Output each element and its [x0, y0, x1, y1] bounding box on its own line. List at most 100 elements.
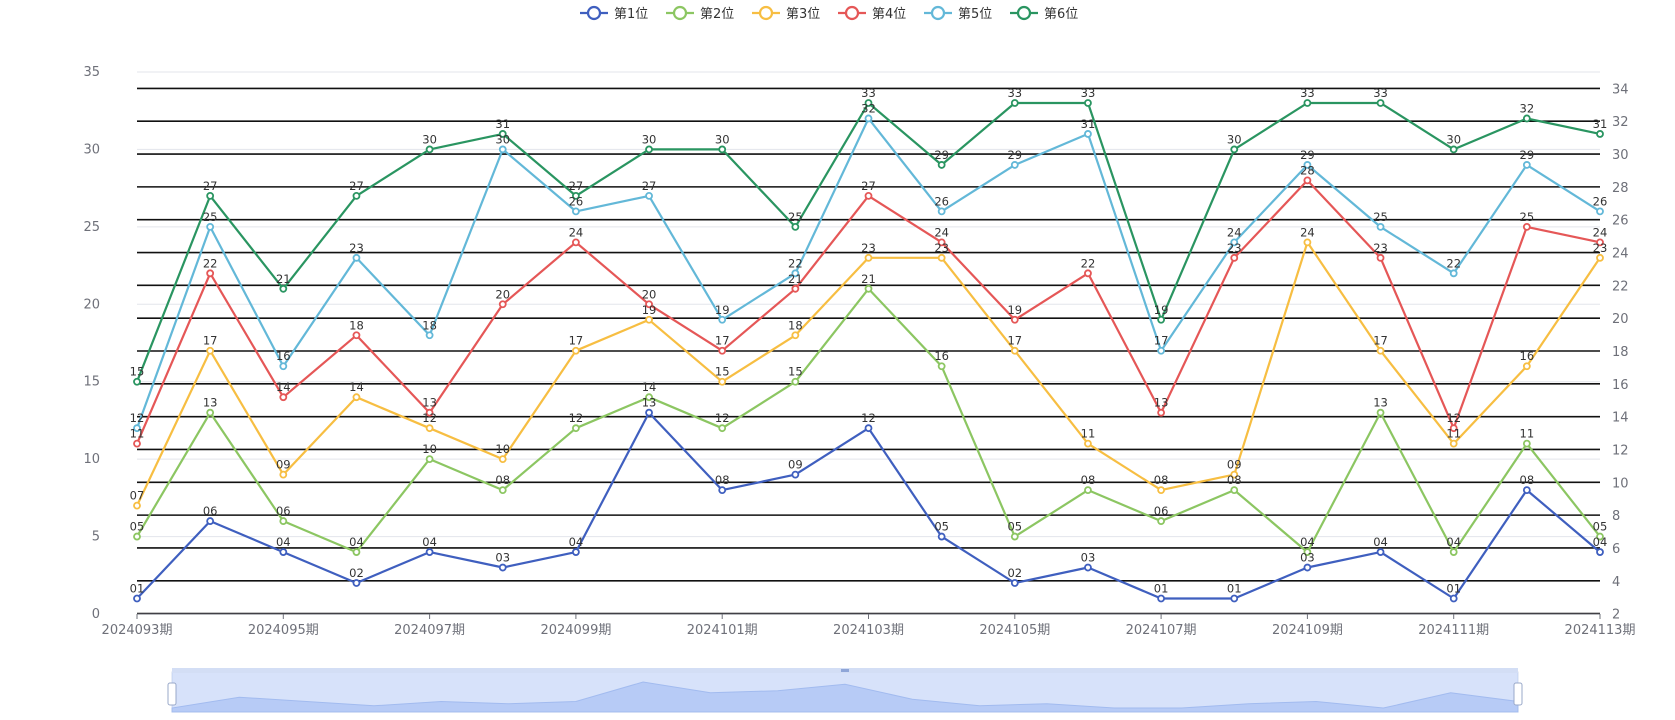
data-point[interactable] — [1376, 99, 1385, 107]
data-point[interactable] — [864, 284, 873, 293]
data-point[interactable] — [1303, 563, 1312, 572]
data-point[interactable] — [1522, 439, 1531, 448]
data-point[interactable] — [206, 269, 215, 278]
data-point[interactable] — [1449, 145, 1458, 154]
data-point[interactable] — [1522, 486, 1531, 495]
data-point[interactable] — [133, 424, 141, 433]
data-zoom-slider[interactable] — [167, 668, 1523, 713]
data-point[interactable] — [1303, 238, 1312, 247]
data-point[interactable] — [645, 408, 653, 417]
data-point[interactable] — [791, 377, 800, 386]
data-point[interactable] — [1084, 439, 1092, 448]
data-point[interactable] — [1230, 145, 1239, 154]
data-point[interactable] — [1522, 222, 1531, 231]
data-point[interactable] — [206, 191, 215, 200]
data-point[interactable] — [1084, 269, 1092, 278]
data-point[interactable] — [498, 130, 507, 138]
zoom-move-handle[interactable] — [841, 669, 849, 672]
data-point[interactable] — [352, 579, 361, 587]
data-point[interactable] — [1010, 315, 1019, 324]
legend-item-2[interactable]: 第2位 — [666, 5, 734, 22]
data-point[interactable] — [279, 362, 288, 371]
data-point[interactable] — [206, 408, 215, 417]
data-point[interactable] — [1084, 99, 1092, 107]
data-point[interactable] — [279, 284, 288, 293]
data-point[interactable] — [718, 486, 727, 495]
data-point[interactable] — [937, 161, 946, 169]
data-point[interactable] — [937, 532, 946, 541]
data-point[interactable] — [1010, 161, 1019, 169]
data-point[interactable] — [937, 253, 946, 262]
data-point[interactable] — [1010, 579, 1019, 587]
data-point[interactable] — [572, 207, 580, 216]
data-point[interactable] — [1230, 470, 1239, 479]
data-point[interactable] — [572, 191, 580, 200]
data-point[interactable] — [1157, 315, 1165, 324]
data-point[interactable] — [1230, 486, 1239, 495]
data-point[interactable] — [1010, 346, 1019, 355]
data-point[interactable] — [645, 191, 653, 200]
data-point[interactable] — [1157, 486, 1165, 495]
data-point[interactable] — [864, 114, 873, 123]
data-point[interactable] — [1376, 548, 1385, 556]
data-point[interactable] — [425, 424, 434, 433]
data-point[interactable] — [645, 393, 653, 402]
data-point[interactable] — [1157, 594, 1165, 603]
data-point[interactable] — [498, 145, 507, 154]
data-point[interactable] — [279, 470, 288, 479]
data-point[interactable] — [133, 594, 141, 603]
data-point[interactable] — [498, 455, 507, 464]
data-point[interactable] — [1084, 563, 1092, 572]
data-point[interactable] — [133, 532, 141, 541]
data-point[interactable] — [645, 300, 653, 309]
data-point[interactable] — [1596, 207, 1604, 216]
data-point[interactable] — [1449, 548, 1458, 556]
data-point[interactable] — [864, 253, 873, 262]
data-point[interactable] — [352, 393, 361, 402]
data-point[interactable] — [1157, 346, 1165, 355]
data-point[interactable] — [1596, 548, 1604, 556]
data-point[interactable] — [1376, 222, 1385, 231]
data-point[interactable] — [1010, 99, 1019, 107]
data-point[interactable] — [425, 408, 434, 417]
zoom-end-handle[interactable] — [1513, 682, 1523, 706]
legend-item-5[interactable]: 第5位 — [924, 5, 992, 22]
data-point[interactable] — [1522, 161, 1531, 169]
data-point[interactable] — [1376, 253, 1385, 262]
data-point[interactable] — [937, 207, 946, 216]
data-point[interactable] — [352, 191, 361, 200]
data-point[interactable] — [1449, 269, 1458, 278]
data-point[interactable] — [1596, 130, 1604, 138]
data-point[interactable] — [1449, 424, 1458, 433]
data-point[interactable] — [425, 331, 434, 340]
data-point[interactable] — [864, 191, 873, 200]
data-point[interactable] — [1303, 161, 1312, 169]
legend-item-4[interactable]: 第4位 — [838, 5, 906, 22]
data-point[interactable] — [1596, 253, 1604, 262]
data-point[interactable] — [352, 331, 361, 340]
data-point[interactable] — [498, 300, 507, 309]
data-point[interactable] — [498, 563, 507, 572]
data-point[interactable] — [1084, 486, 1092, 495]
data-point[interactable] — [791, 222, 800, 231]
data-point[interactable] — [1084, 130, 1092, 138]
data-point[interactable] — [425, 145, 434, 154]
data-point[interactable] — [1303, 99, 1312, 107]
data-point[interactable] — [1303, 176, 1312, 185]
data-point[interactable] — [1449, 594, 1458, 603]
data-point[interactable] — [1376, 346, 1385, 355]
data-point[interactable] — [1596, 532, 1604, 541]
data-point[interactable] — [1157, 408, 1165, 417]
data-point[interactable] — [206, 346, 215, 355]
data-point[interactable] — [864, 99, 873, 107]
data-point[interactable] — [133, 501, 141, 510]
data-point[interactable] — [498, 486, 507, 495]
zoom-start-handle[interactable] — [167, 682, 177, 706]
data-point[interactable] — [1230, 594, 1239, 603]
data-point[interactable] — [572, 424, 580, 433]
data-point[interactable] — [352, 253, 361, 262]
data-point[interactable] — [937, 362, 946, 371]
data-point[interactable] — [352, 548, 361, 556]
data-point[interactable] — [718, 315, 727, 324]
data-point[interactable] — [1522, 362, 1531, 371]
